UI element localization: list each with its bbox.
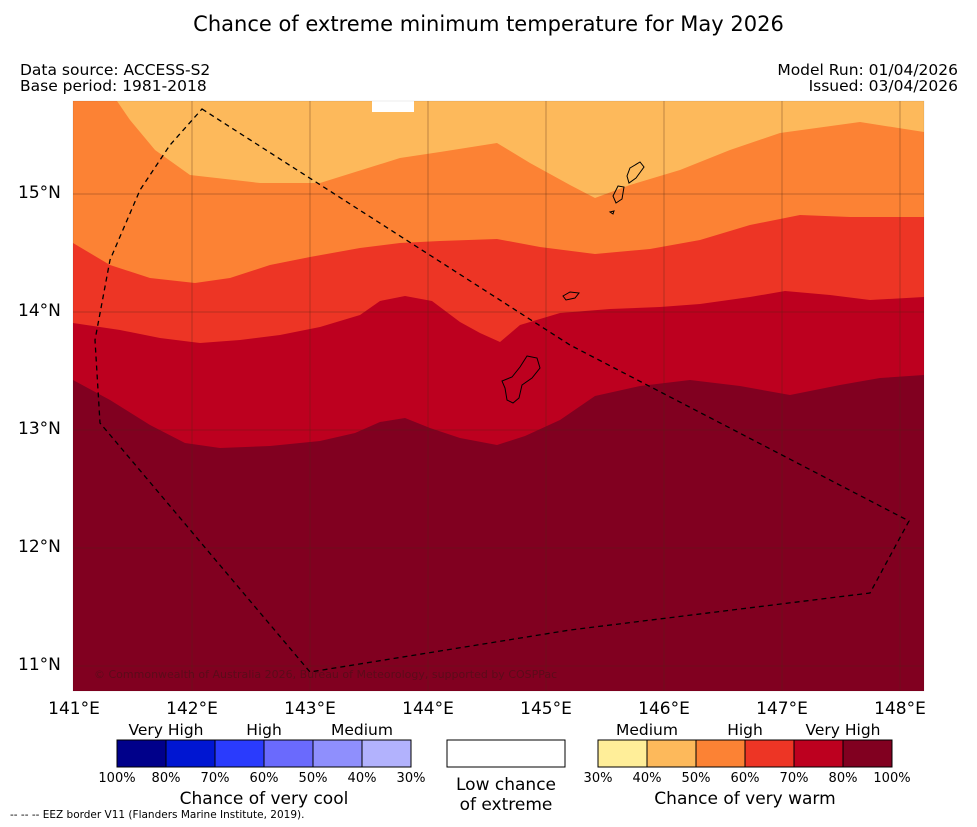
lat-label-11n: 11°N [18,655,61,675]
cool-colorbar [116,739,412,768]
warm-pct-70: 70% [779,771,809,786]
rota-island [562,291,580,301]
cool-cat-very-high: Very High [128,721,204,739]
map-frame [72,100,925,692]
cool-swatch-70-60 [214,739,265,768]
warm-pct-80: 80% [828,771,858,786]
cool-pct-60: 60% [249,771,279,786]
warm-legend-title: Chance of very warm [654,789,836,809]
lon-label-141e: 141°E [48,699,100,719]
warm-swatch-50-60 [695,739,746,768]
warm-swatch-80-100 [842,739,893,768]
meta-left: Data source: ACCESS-S2 Base period: 1981… [20,62,210,94]
lon-label-146e: 146°E [638,699,690,719]
contour-bands [73,101,924,691]
lon-label-143e: 143°E [284,699,336,719]
low-chance-line1: Low chance [456,775,556,795]
lat-label-12n: 12°N [18,537,61,557]
base-period-text: Base period: 1981-2018 [20,77,207,95]
lon-label-147e: 147°E [756,699,808,719]
islands [501,161,645,404]
eez-footnote: -- -- -- EEZ border V11 (Flanders Marine… [10,809,305,821]
warm-colorbar [597,739,893,768]
tinian-island [612,185,625,204]
warm-pct-100: 100% [873,771,911,786]
eez-border [94,108,910,673]
cool-pct-80: 80% [151,771,181,786]
cool-swatch-80-70 [165,739,216,768]
warm-cat-very-high: Very High [805,721,881,739]
warm-pct-60: 60% [730,771,760,786]
lon-label-148e: 148°E [874,699,926,719]
warm-swatch-60-70 [744,739,795,768]
issued-text: Issued: 03/04/2026 [808,77,958,95]
cool-legend-title: Chance of very cool [179,789,349,809]
cool-swatch-40-30 [361,739,412,768]
low-chance-label: Low chance of extreme [440,775,572,815]
warm-swatch-30-40 [597,739,648,768]
lat-label-14n: 14°N [18,301,61,321]
warm-cat-medium: Medium [616,721,678,739]
saipan-island [626,161,645,184]
cool-swatch-50-40 [312,739,363,768]
lon-label-144e: 144°E [402,699,454,719]
cool-pct-40: 40% [347,771,377,786]
low-chance-swatch [446,739,566,768]
warm-pct-50: 50% [681,771,711,786]
warm-swatch-40-50 [646,739,697,768]
lon-label-145e: 145°E [520,699,572,719]
cool-pct-50: 50% [298,771,328,786]
cool-pct-70: 70% [200,771,230,786]
low-chance-line2: of extreme [459,795,553,815]
cool-cat-medium: Medium [331,721,393,739]
meta-right: Model Run: 01/04/2026 Issued: 03/04/2026 [777,62,958,94]
cool-swatch-60-50 [263,739,314,768]
lon-label-142e: 142°E [166,699,218,719]
guam-island [501,355,541,404]
data-source-text: Data source: ACCESS-S2 [20,61,211,79]
warm-cat-high: High [727,721,763,739]
nodata-gap [372,101,414,112]
cool-pct-100: 100% [98,771,136,786]
cool-swatch-100-80 [116,739,167,768]
warm-swatch-70-80 [793,739,844,768]
lat-label-13n: 13°N [18,419,61,439]
cool-pct-30: 30% [396,771,426,786]
map-title: Chance of extreme minimum temperature fo… [193,12,784,36]
band-80-100 [73,375,924,691]
model-run-text: Model Run: 01/04/2026 [777,61,958,79]
lat-label-15n: 15°N [18,183,61,203]
aguijan-island [608,210,615,215]
graticule [73,101,924,691]
cool-cat-high: High [246,721,282,739]
copyright-text: © Commonwealth of Australia 2026, Bureau… [94,668,558,681]
warm-pct-30: 30% [583,771,613,786]
warm-pct-40: 40% [632,771,662,786]
